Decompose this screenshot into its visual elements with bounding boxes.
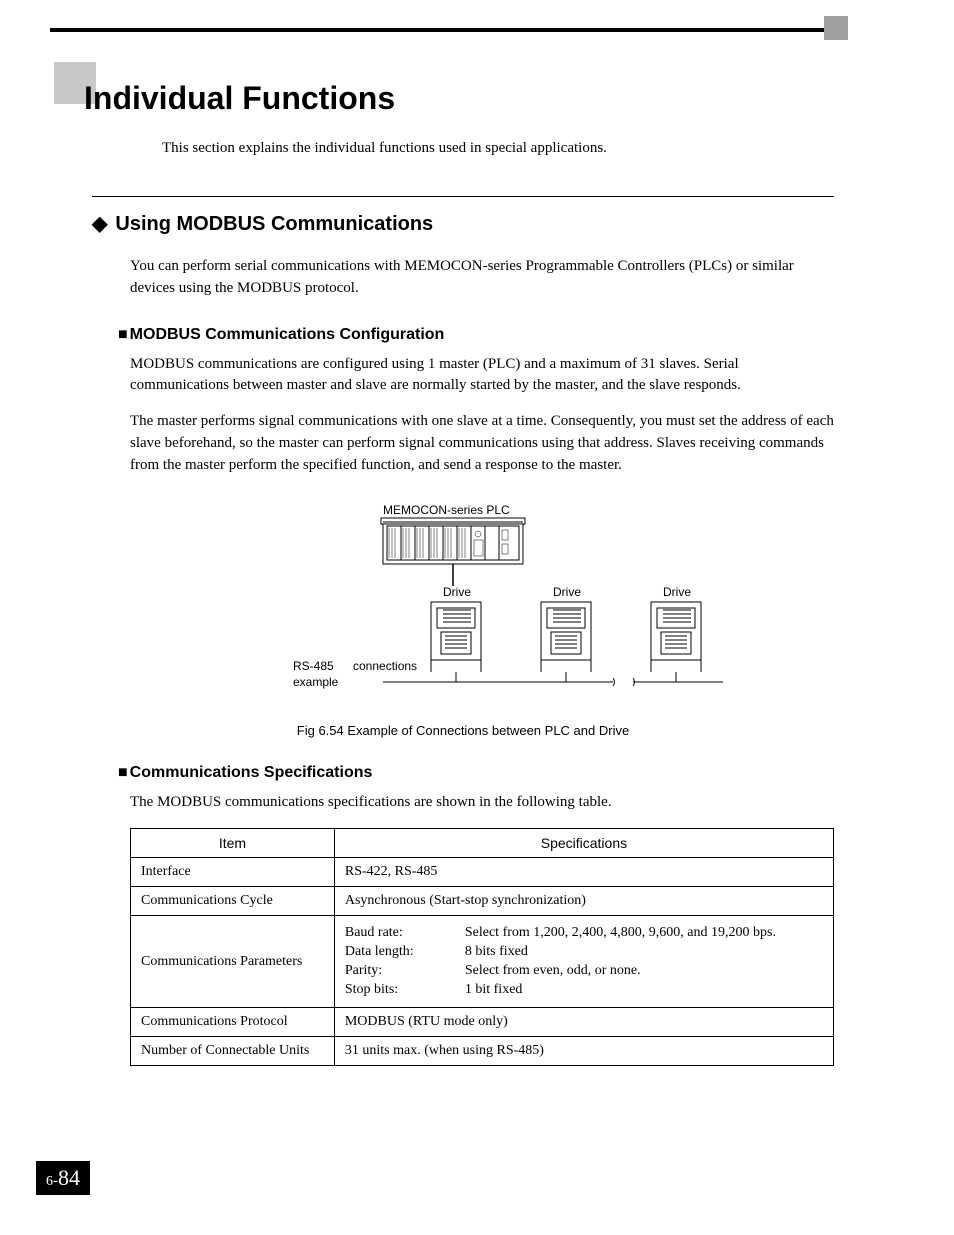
page-num: 84 xyxy=(58,1165,80,1190)
section-title-text: Using MODBUS Communications xyxy=(115,213,433,235)
sub2-title-text: Communications Specifications xyxy=(130,764,373,781)
plc-slots xyxy=(387,526,519,560)
param-label: Stop bits: xyxy=(345,982,465,998)
plc-rack xyxy=(381,518,525,564)
cell-spec: Asynchronous (Start-stop synchronization… xyxy=(334,887,833,916)
sub1-p2: The master performs signal communication… xyxy=(130,411,834,476)
diamond-icon: ◆ xyxy=(92,213,107,235)
diagram-caption: Fig 6.54 Example of Connections between … xyxy=(92,723,834,738)
conn-label-a: RS-485 xyxy=(293,659,334,673)
table-row: Interface RS-422, RS-485 xyxy=(131,858,834,887)
cell-spec: 31 units max. (when using RS-485) xyxy=(334,1037,833,1066)
param-val: 8 bits fixed xyxy=(465,944,528,959)
intro-text: This section explains the individual fun… xyxy=(162,140,834,157)
param-val: Select from even, odd, or none. xyxy=(465,963,641,978)
section1-p1: You can perform serial communications wi… xyxy=(130,256,834,300)
drive-2 xyxy=(541,602,591,672)
table-row: Communications Parameters Baud rate:Sele… xyxy=(131,916,834,1008)
drive-label-1: Drive xyxy=(443,585,471,599)
param-label: Parity: xyxy=(345,963,465,979)
sub1-p1: MODBUS communications are configured usi… xyxy=(130,354,834,398)
section-modbus: ◆ Using MODBUS Communications You can per… xyxy=(92,196,834,1066)
param-label: Data length: xyxy=(345,944,465,960)
drive-3 xyxy=(651,602,701,672)
section-title: ◆ Using MODBUS Communications xyxy=(92,211,834,236)
sub1-title: ■MODBUS Communications Configuration xyxy=(118,326,834,344)
cell-params: Baud rate:Select from 1,200, 2,400, 4,80… xyxy=(334,916,833,1008)
table-row: Communications Protocol MODBUS (RTU mode… xyxy=(131,1008,834,1037)
drive-label-3: Drive xyxy=(663,585,691,599)
section-divider xyxy=(92,196,834,197)
th-item: Item xyxy=(131,829,335,858)
drive-1 xyxy=(431,602,481,672)
table-row: Number of Connectable Units 31 units max… xyxy=(131,1037,834,1066)
header-square xyxy=(824,16,848,40)
spec-table: Item Specifications Interface RS-422, RS… xyxy=(130,828,834,1066)
cell-item: Number of Connectable Units xyxy=(131,1037,335,1066)
cell-item: Communications Parameters xyxy=(131,916,335,1008)
sub2-title: ■Communications Specifications xyxy=(118,764,834,782)
param-val: 1 bit fixed xyxy=(465,982,523,997)
cell-spec: MODBUS (RTU mode only) xyxy=(334,1008,833,1037)
cell-item: Interface xyxy=(131,858,335,887)
square-icon-2: ■ xyxy=(118,764,128,781)
cell-spec: RS-422, RS-485 xyxy=(334,858,833,887)
drives xyxy=(431,602,701,672)
diagram: MEMOCON-series PLC xyxy=(92,500,834,738)
th-spec: Specifications xyxy=(334,829,833,858)
chapter-title-block: Individual Functions xyxy=(54,68,395,117)
conn-label-c: example xyxy=(293,675,339,689)
sub2-p1: The MODBUS communications specifications… xyxy=(130,792,834,814)
param-label: Baud rate: xyxy=(345,925,465,941)
header-rule xyxy=(50,28,836,32)
bus-line xyxy=(383,672,723,686)
page-chapter: 6 xyxy=(46,1174,53,1189)
param-val: Select from 1,200, 2,400, 4,800, 9,600, … xyxy=(465,925,776,940)
square-icon: ■ xyxy=(118,326,128,343)
cell-item: Communications Cycle xyxy=(131,887,335,916)
conn-label-b: connections xyxy=(353,659,417,673)
drive-label-2: Drive xyxy=(553,585,581,599)
diagram-svg: MEMOCON-series PLC xyxy=(183,500,743,710)
cell-item: Communications Protocol xyxy=(131,1008,335,1037)
page-number: 6-84 xyxy=(36,1161,90,1195)
chapter-title: Individual Functions xyxy=(54,68,395,117)
plc-label: MEMOCON-series PLC xyxy=(383,503,510,517)
table-row: Communications Cycle Asynchronous (Start… xyxy=(131,887,834,916)
sub1-title-text: MODBUS Communications Configuration xyxy=(130,326,445,343)
table-header-row: Item Specifications xyxy=(131,829,834,858)
